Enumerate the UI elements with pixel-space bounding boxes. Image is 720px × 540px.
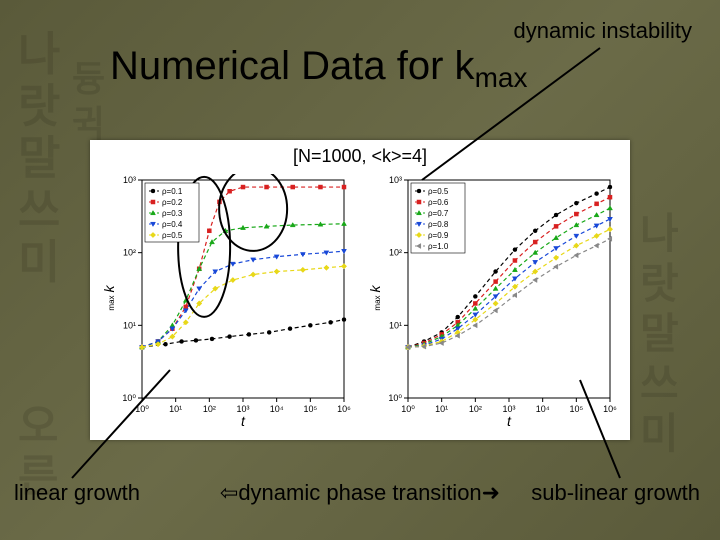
svg-text:max: max (107, 295, 116, 310)
svg-text:max: max (373, 295, 382, 310)
svg-text:ρ=0.5: ρ=0.5 (428, 187, 449, 196)
svg-text:10²: 10² (203, 404, 216, 414)
svg-text:ρ=0.8: ρ=0.8 (428, 220, 449, 229)
annotation-top: dynamic instability (513, 18, 692, 44)
svg-text:ρ=1.0: ρ=1.0 (428, 242, 449, 251)
svg-text:10²: 10² (389, 248, 402, 258)
svg-text:10⁴: 10⁴ (536, 404, 550, 414)
svg-text:10¹: 10¹ (169, 404, 182, 414)
svg-text:10¹: 10¹ (123, 320, 136, 330)
svg-text:10¹: 10¹ (435, 404, 448, 414)
svg-text:10³: 10³ (123, 175, 136, 185)
svg-text:ρ=0.4: ρ=0.4 (162, 220, 183, 229)
svg-text:k: k (368, 285, 383, 293)
chart-panel: [N=1000, <k>=4] 10⁰ 10¹ 10² 10³ 10⁴ 10⁵ 10⁶ 10⁰… (90, 140, 630, 440)
title-text: Numerical Data for k (110, 44, 475, 88)
svg-text:10⁶: 10⁶ (337, 404, 351, 414)
svg-text:10⁵: 10⁵ (303, 404, 317, 414)
svg-text:ρ=0.9: ρ=0.9 (428, 231, 449, 240)
slide-root: 나랏말쓰미듕귁나랏말쓰미오른말 dynamic instability Nume… (0, 0, 720, 540)
bottom-middle-text: dynamic phase transition (238, 480, 481, 505)
svg-text:10¹: 10¹ (389, 320, 402, 330)
svg-text:ρ=0.7: ρ=0.7 (428, 209, 449, 218)
svg-text:ρ=0.5: ρ=0.5 (162, 231, 183, 240)
svg-text:ρ=0.6: ρ=0.6 (428, 198, 449, 207)
panel-caption: [N=1000, <k>=4] (90, 146, 630, 167)
svg-text:10⁰: 10⁰ (388, 393, 402, 403)
svg-text:10³: 10³ (389, 175, 402, 185)
slide-title: Numerical Data for kmax (110, 44, 527, 89)
svg-text:10⁰: 10⁰ (401, 404, 415, 414)
svg-text:t: t (241, 413, 246, 429)
arrow-right-icon: ➜ (482, 480, 500, 505)
svg-text:ρ=0.3: ρ=0.3 (162, 209, 183, 218)
svg-text:10⁰: 10⁰ (122, 393, 136, 403)
svg-text:t: t (507, 413, 512, 429)
svg-text:10⁴: 10⁴ (270, 404, 284, 414)
svg-text:10⁶: 10⁶ (603, 404, 617, 414)
svg-text:ρ=0.2: ρ=0.2 (162, 198, 183, 207)
svg-text:10²: 10² (469, 404, 482, 414)
right-chart: 10⁰10¹10²10³10⁴10⁵10⁶10⁰10¹10²10³tkmaxρ=… (368, 174, 626, 430)
title-subscript: max (475, 62, 528, 93)
arrow-left-icon: ⇦ (220, 480, 238, 505)
svg-text:10⁵: 10⁵ (569, 404, 583, 414)
svg-text:ρ=0.1: ρ=0.1 (162, 187, 183, 196)
svg-text:10⁰: 10⁰ (135, 404, 149, 414)
annotation-bottom-right: sub-linear growth (531, 480, 700, 506)
svg-text:10²: 10² (123, 248, 136, 258)
left-chart: 10⁰10¹10²10³10⁴10⁵10⁶10⁰10¹10²10³tkmaxρ=… (102, 174, 360, 430)
svg-text:k: k (102, 285, 117, 293)
